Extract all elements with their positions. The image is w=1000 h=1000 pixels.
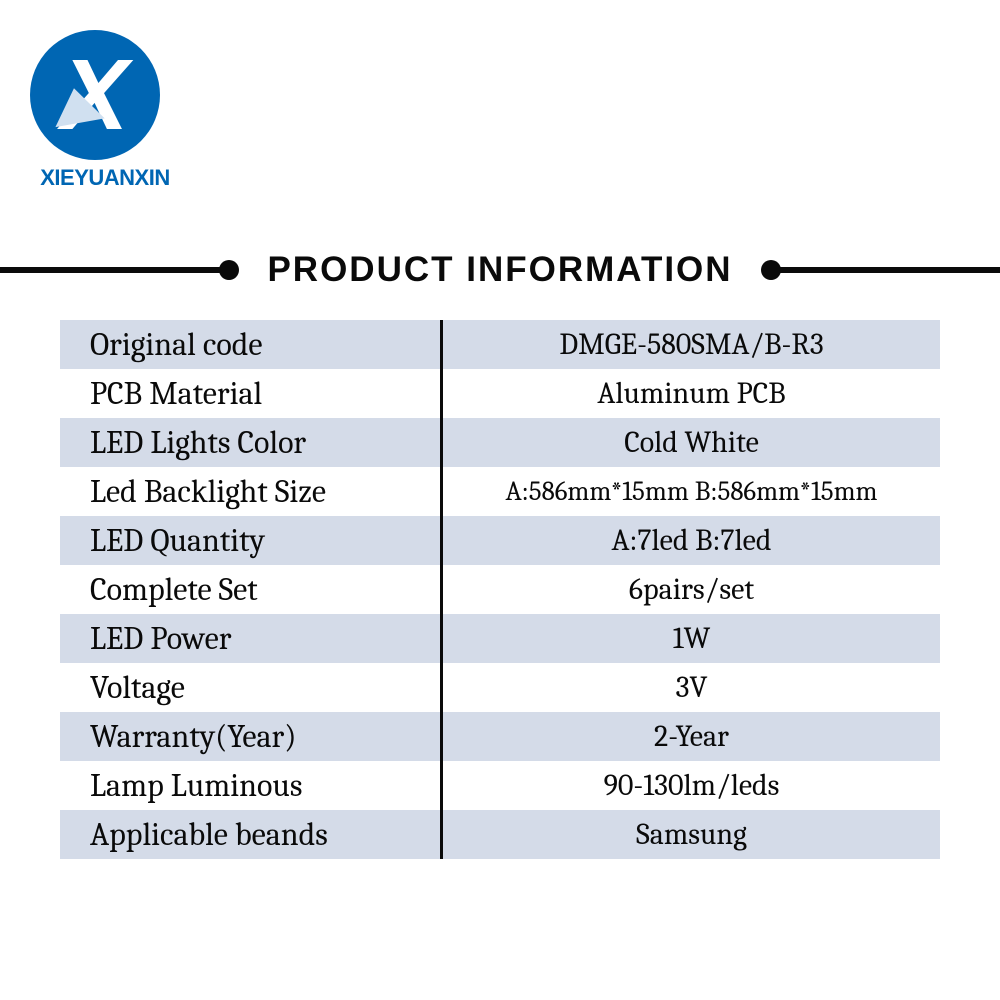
table-row: Led Backlight SizeA:586mm*15mm B:586mm*1… bbox=[60, 467, 940, 516]
spec-label: PCB Material bbox=[60, 375, 440, 412]
spec-label: Complete Set bbox=[60, 571, 440, 608]
table-row: Complete Set6pairs/set bbox=[60, 565, 940, 614]
table-row: PCB MaterialAluminum PCB bbox=[60, 369, 940, 418]
spec-label: LED Power bbox=[60, 620, 440, 657]
spec-label: LED Quantity bbox=[60, 522, 440, 559]
table-row: Warranty(Year)2-Year bbox=[60, 712, 940, 761]
logo-circle: X bbox=[30, 30, 160, 160]
spec-label: Original code bbox=[60, 326, 440, 363]
spec-label: Voltage bbox=[60, 669, 440, 706]
spec-value: Samsung bbox=[443, 817, 940, 852]
spec-label: Warranty(Year) bbox=[60, 718, 440, 755]
spec-label: LED Lights Color bbox=[60, 424, 440, 461]
spec-value: 3V bbox=[443, 670, 940, 705]
title-rule-left bbox=[0, 267, 237, 273]
spec-value: Aluminum PCB bbox=[443, 376, 940, 411]
brand-name: XIEYUANXIN bbox=[30, 165, 180, 191]
table-row: Original codeDMGE-580SMA/B-R3 bbox=[60, 320, 940, 369]
spec-value: 6pairs/set bbox=[443, 572, 940, 607]
spec-value: DMGE-580SMA/B-R3 bbox=[443, 327, 940, 362]
spec-label: Applicable beands bbox=[60, 816, 440, 853]
table-row: Voltage3V bbox=[60, 663, 940, 712]
section-title: PRODUCT INFORMATION bbox=[237, 250, 762, 290]
spec-value: A:7led B:7led bbox=[443, 523, 940, 558]
spec-table: Original codeDMGE-580SMA/B-R3PCB Materia… bbox=[60, 320, 940, 859]
table-row: LED Power1W bbox=[60, 614, 940, 663]
spec-label: Led Backlight Size bbox=[60, 473, 440, 510]
spec-value: A:586mm*15mm B:586mm*15mm bbox=[443, 476, 940, 507]
section-title-row: PRODUCT INFORMATION bbox=[0, 250, 1000, 290]
brand-logo: X XIEYUANXIN bbox=[30, 30, 180, 191]
spec-value: Cold White bbox=[443, 425, 940, 460]
table-row: Lamp Luminous90-130lm/leds bbox=[60, 761, 940, 810]
spec-value: 2-Year bbox=[443, 719, 940, 754]
logo-x-icon: X bbox=[62, 38, 129, 153]
title-rule-right bbox=[763, 267, 1000, 273]
table-row: LED QuantityA:7led B:7led bbox=[60, 516, 940, 565]
table-row: Applicable beandsSamsung bbox=[60, 810, 940, 859]
spec-value: 90-130lm/leds bbox=[443, 768, 940, 803]
spec-label: Lamp Luminous bbox=[60, 767, 440, 804]
spec-value: 1W bbox=[443, 621, 940, 656]
table-row: LED Lights ColorCold White bbox=[60, 418, 940, 467]
